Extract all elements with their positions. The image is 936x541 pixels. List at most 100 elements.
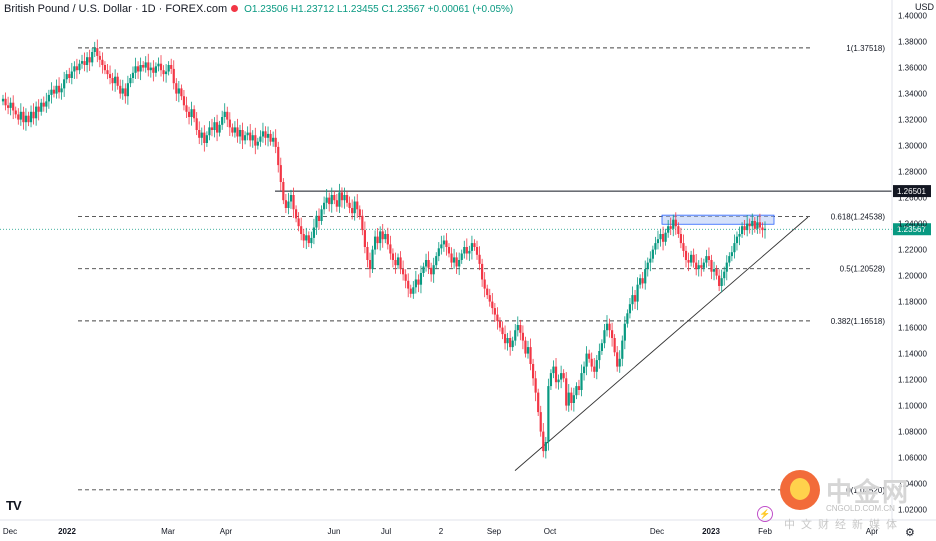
- y-tick-label: 1.02000: [898, 506, 927, 515]
- candle-body: [358, 209, 361, 216]
- y-tick-label: 1.08000: [898, 428, 927, 437]
- candle-body: [616, 352, 619, 367]
- y-tick-label: 1.36000: [898, 64, 927, 73]
- candle-body: [269, 133, 272, 142]
- candle-body: [340, 192, 344, 201]
- candle-body: [345, 195, 349, 203]
- y-tick-label: 1.12000: [898, 376, 927, 385]
- candle-body: [384, 234, 387, 240]
- candle-body: [256, 141, 259, 146]
- candle-body: [391, 253, 395, 260]
- candle-body: [27, 115, 30, 123]
- candle-body: [585, 353, 588, 367]
- candle-body: [730, 252, 733, 257]
- candle-body: [424, 260, 428, 267]
- x-tick-label: Sep: [486, 527, 502, 536]
- candle-body: [4, 98, 7, 106]
- candle-body: [343, 195, 346, 201]
- candle-body: [539, 412, 542, 432]
- candle-body: [208, 127, 211, 136]
- tradingview-logo-icon[interactable]: TV: [6, 498, 22, 513]
- candle-body: [419, 273, 423, 285]
- candle-body: [213, 122, 216, 130]
- candle-body: [101, 59, 104, 65]
- currency-label[interactable]: USD: [914, 2, 934, 12]
- candle-body: [1, 98, 5, 102]
- candle-body: [96, 48, 99, 56]
- candle-body: [549, 373, 553, 387]
- candle-body: [483, 279, 486, 289]
- price-axis[interactable]: 1.40000 1.38000 1.36000 1.34000 1.32000 1.300…: [898, 12, 927, 515]
- candle-body: [142, 65, 145, 68]
- candle-body: [743, 226, 746, 231]
- candle-body: [52, 89, 56, 94]
- candle-body: [702, 262, 705, 268]
- candle-body: [445, 240, 448, 247]
- candle-body: [228, 119, 231, 128]
- candle-body: [9, 102, 12, 108]
- candle-body: [361, 215, 364, 231]
- candle-body: [223, 111, 226, 117]
- watermark-url: CNGOLD.COM.CN: [826, 504, 895, 513]
- candle-body: [590, 358, 593, 367]
- candle-body: [157, 63, 160, 67]
- candle-body: [254, 135, 257, 146]
- candle-body: [618, 358, 621, 367]
- candle-body: [356, 201, 359, 210]
- y-tick-label: 1.24000: [898, 220, 927, 229]
- candle-body: [496, 314, 499, 322]
- candle-body: [501, 327, 504, 335]
- candle-body: [758, 222, 762, 228]
- candle-body: [272, 137, 275, 142]
- candle-body: [210, 127, 214, 130]
- candle-body: [437, 248, 440, 257]
- resistance-zone-box: [661, 214, 775, 225]
- candle-body: [172, 68, 175, 84]
- gear-icon[interactable]: ⚙: [905, 527, 915, 539]
- x-tick-label: Jul: [380, 527, 392, 536]
- candle-body: [705, 256, 708, 263]
- y-tick-label: 1.40000: [898, 12, 927, 21]
- candle-body: [756, 222, 759, 229]
- candle-body: [631, 295, 634, 305]
- candle-body: [73, 66, 76, 72]
- candle-body: [17, 114, 20, 120]
- candle-body: [728, 256, 731, 263]
- candle-body: [481, 263, 484, 280]
- candle-body: [452, 257, 456, 263]
- candle-body: [649, 258, 652, 263]
- candle-body: [465, 247, 468, 254]
- candle-body: [740, 226, 744, 234]
- candle-body: [47, 94, 50, 102]
- candle-body: [667, 226, 670, 233]
- candle-series: [1, 39, 767, 459]
- candle-body: [560, 373, 563, 380]
- candle-body: [761, 227, 764, 231]
- candle-body: [710, 260, 713, 272]
- symbol-title[interactable]: British Pound / U.S. Dollar · 1D · FOREX…: [4, 3, 228, 15]
- candle-body: [320, 209, 323, 221]
- candle-body: [19, 111, 22, 120]
- candle-body: [567, 392, 570, 406]
- candle-body: [50, 89, 53, 95]
- candle-body: [468, 250, 471, 254]
- candle-body: [623, 323, 626, 341]
- candle-body: [106, 70, 109, 75]
- candle-body: [315, 215, 318, 228]
- candle-body: [274, 137, 277, 147]
- x-tick-label: Apr: [219, 527, 233, 536]
- candle-body: [366, 247, 369, 260]
- candle-body: [455, 257, 458, 267]
- y-tick-label: 1.20000: [898, 272, 927, 281]
- candle-body: [116, 76, 119, 86]
- candle-body: [733, 243, 736, 253]
- bolt-icon[interactable]: ⚡: [757, 506, 773, 522]
- candle-body: [198, 130, 201, 138]
- x-tick-label: Feb: [758, 527, 772, 536]
- candle-body: [427, 260, 430, 268]
- candle-body: [226, 111, 229, 120]
- candle-body: [442, 240, 445, 245]
- candle-body: [450, 253, 453, 263]
- candle-body: [695, 262, 698, 270]
